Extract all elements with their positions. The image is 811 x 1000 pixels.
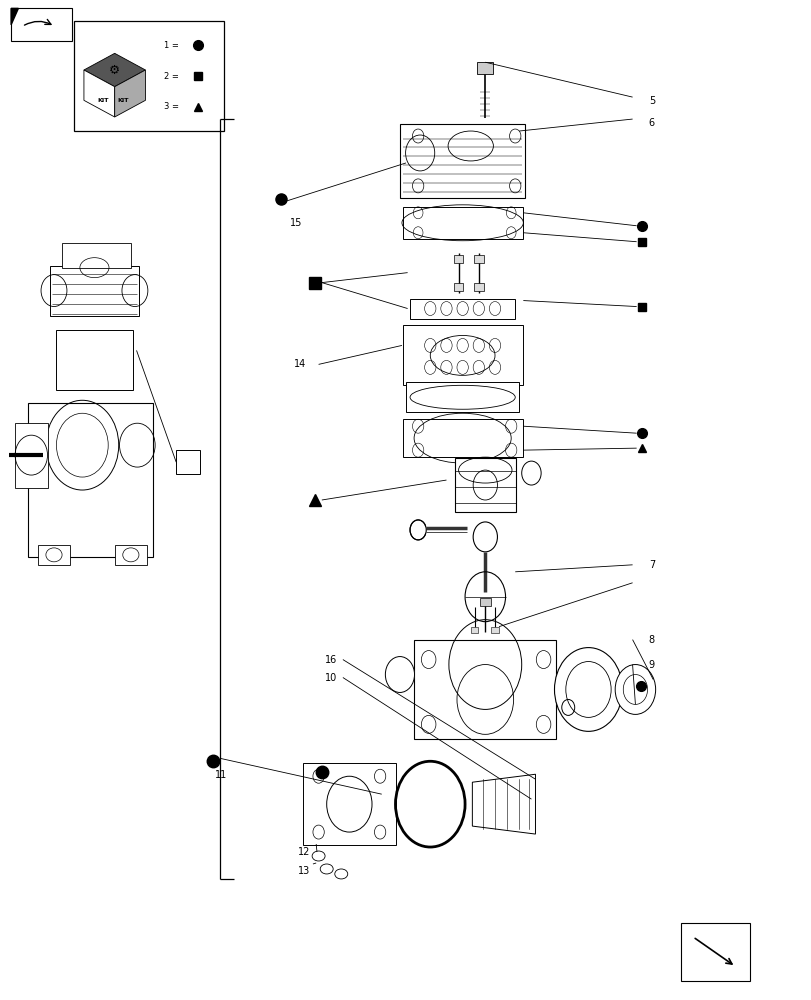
Polygon shape: [472, 774, 534, 834]
Bar: [453, 283, 463, 291]
Ellipse shape: [615, 665, 654, 714]
Bar: [406, 382, 519, 412]
Bar: [474, 283, 483, 291]
Bar: [15, 423, 48, 488]
Text: 2 =: 2 =: [164, 72, 178, 81]
Bar: [491, 627, 498, 633]
Bar: [402, 325, 522, 385]
Bar: [28, 403, 153, 557]
Text: 6: 6: [648, 118, 654, 128]
Bar: [414, 640, 556, 739]
Polygon shape: [114, 70, 145, 117]
Ellipse shape: [385, 657, 414, 692]
Bar: [470, 627, 478, 633]
Ellipse shape: [554, 648, 622, 731]
Text: 3 =: 3 =: [164, 102, 178, 111]
Bar: [400, 124, 525, 198]
Text: 8: 8: [648, 635, 654, 645]
Text: ⚙: ⚙: [109, 63, 120, 76]
Polygon shape: [84, 53, 145, 87]
Bar: [454, 458, 515, 512]
Text: 9: 9: [648, 660, 654, 670]
Bar: [410, 299, 515, 319]
Bar: [477, 62, 493, 74]
Bar: [56, 330, 133, 390]
Polygon shape: [84, 70, 114, 117]
Bar: [474, 255, 483, 263]
Bar: [402, 419, 522, 457]
Bar: [402, 207, 522, 239]
Text: KIT: KIT: [118, 98, 129, 103]
Text: 7: 7: [648, 560, 654, 570]
Bar: [479, 598, 490, 606]
Text: 1 =: 1 =: [164, 41, 178, 50]
Text: 11: 11: [215, 770, 227, 780]
Bar: [453, 255, 463, 263]
Bar: [38, 545, 70, 565]
Text: 5: 5: [648, 96, 654, 106]
Text: 13: 13: [298, 866, 311, 876]
Text: 16: 16: [324, 655, 337, 665]
Polygon shape: [11, 8, 19, 25]
Text: 10: 10: [324, 673, 337, 683]
Bar: [74, 21, 224, 131]
Bar: [114, 545, 147, 565]
Bar: [176, 450, 200, 474]
Text: 4: 4: [183, 457, 189, 467]
Bar: [680, 923, 749, 981]
Bar: [50, 266, 139, 316]
Bar: [303, 763, 396, 845]
Text: 12: 12: [298, 847, 311, 857]
Text: 14: 14: [294, 359, 307, 369]
Text: 15: 15: [289, 218, 302, 228]
FancyBboxPatch shape: [11, 8, 71, 41]
Text: KIT: KIT: [97, 98, 109, 103]
Bar: [62, 243, 131, 268]
